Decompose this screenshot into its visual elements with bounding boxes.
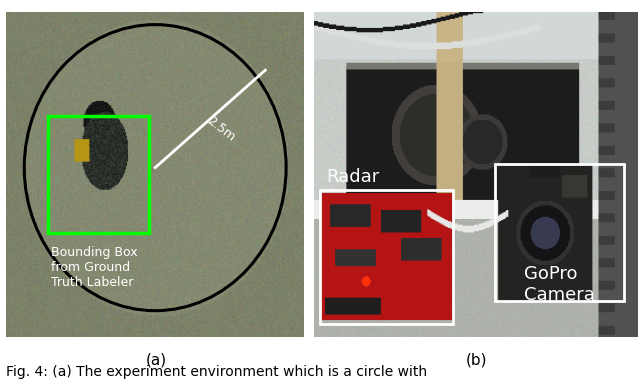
Text: Radar: Radar — [326, 168, 380, 186]
Text: (b): (b) — [466, 352, 488, 367]
Bar — [48, 116, 149, 233]
Text: 2.5m: 2.5m — [204, 114, 237, 144]
Bar — [320, 190, 452, 324]
Text: GoPro
Camera: GoPro Camera — [524, 265, 595, 304]
Text: Fig. 4: (a) The experiment environment which is a circle with: Fig. 4: (a) The experiment environment w… — [6, 365, 428, 379]
Text: (a): (a) — [146, 352, 168, 367]
Bar — [495, 164, 624, 301]
Text: Bounding Box
from Ground
Truth Labeler: Bounding Box from Ground Truth Labeler — [51, 246, 138, 289]
